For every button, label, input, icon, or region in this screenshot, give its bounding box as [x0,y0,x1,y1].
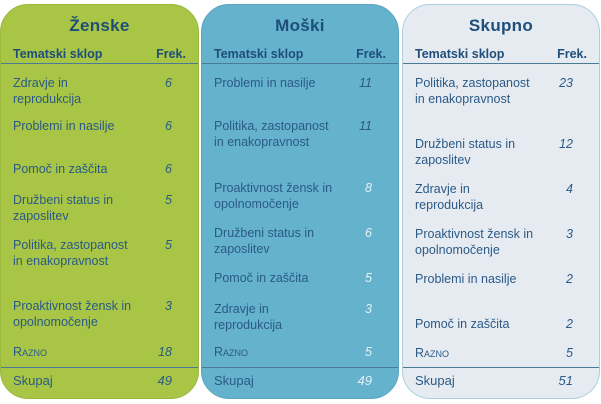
table-row: Pomoč in zaščita 5 [214,270,386,286]
table-row: Problemi in nasilje 11 [214,75,386,91]
table-row: Politika, zastopanost in enakopravnost 5 [13,237,186,269]
freq: 18 [158,345,172,359]
topic: Pomoč in zaščita [415,317,510,331]
topic: Proaktivnost žensk in opolnomočenje [415,227,534,257]
header-topic: Tematski sklop [13,47,103,61]
table-row: Razno 18 [13,344,186,360]
header-topic: Tematski sklop [214,47,304,61]
total-freq: 51 [558,373,573,388]
panel-skupno: Skupno Tematski sklop Frek. Politika, za… [402,4,600,399]
table-row: Politika, zastopanost in enakopravnost 11 [214,118,386,150]
topic: Razno [415,346,450,360]
freq: 6 [165,76,172,90]
header-divider [1,63,198,64]
table-row: Družbeni status in zaposlitev 12 [415,136,587,168]
total-freq: 49 [357,373,372,388]
freq: 5 [165,193,172,207]
table-row: Družbeni status in zaposlitev 6 [214,225,386,257]
total-label: Skupaj [214,373,254,388]
total-label: Skupaj [13,373,53,388]
table-row: Razno 5 [214,344,386,360]
topic: Pomoč in zaščita [214,271,309,285]
table-row: Razno 5 [415,345,587,361]
freq: 23 [559,76,573,90]
topic: Politika, zastopanost in enakopravnost [13,238,128,268]
freq: 5 [566,346,573,360]
topic: Družbeni status in zaposlitev [415,137,516,167]
table-row: Problemi in nasilje 6 [13,118,186,134]
topic: Politika, zastopanost in enakopravnost [415,76,530,106]
table-row: Politika, zastopanost in enakopravnost 23 [415,75,587,107]
table-row: Problemi in nasilje 2 [415,271,587,287]
freq: 8 [365,181,372,195]
topic: Zdravje in reprodukcija [214,302,283,332]
freq: 2 [566,272,573,286]
topic: Družbeni status in zaposlitev [214,226,315,256]
topic: Problemi in nasilje [415,272,517,286]
freq: 6 [365,226,372,240]
column-header: Tematski sklop Frek. [1,43,198,65]
total-divider [1,367,198,368]
topic: Proaktivnost žensk in opolnomočenje [214,181,333,211]
topic: Problemi in nasilje [214,76,316,90]
table-row: Zdravje in reprodukcija 4 [415,181,587,213]
column-header: Tematski sklop Frek. [202,43,398,65]
topic: Razno [214,345,249,359]
topic: Zdravje in reprodukcija [415,182,484,212]
panel-moski: Moški Tematski sklop Frek. Problemi in n… [201,4,399,399]
panel-title: Ženske [69,16,130,35]
freq: 3 [165,299,172,313]
total-row: Skupaj 49 [13,373,186,389]
topic: Razno [13,345,48,359]
header-freq: Frek. [356,47,386,61]
total-divider [403,367,599,368]
topic: Pomoč in zaščita [13,162,108,176]
freq: 6 [165,119,172,133]
table-row: Pomoč in zaščita 6 [13,161,186,177]
table-row: Pomoč in zaščita 2 [415,316,587,332]
freq: 11 [359,119,372,133]
topic: Problemi in nasilje [13,119,115,133]
total-freq: 49 [157,373,172,388]
total-divider [202,367,398,368]
table-row: Proaktivnost žensk in opolnomočenje 3 [13,298,186,330]
freq: 12 [559,137,573,151]
panel-title: Moški [275,16,325,35]
total-label: Skupaj [415,373,455,388]
freq: 5 [365,345,372,359]
freq: 3 [365,302,372,316]
freq: 11 [359,76,372,90]
topic: Zdravje in reprodukcija [13,76,82,106]
panel-title: Skupno [468,16,534,35]
freq: 2 [566,317,573,331]
table-row: Zdravje in reprodukcija 6 [13,75,186,107]
topic: Politika, zastopanost in enakopravnost [214,119,329,149]
freq: 5 [365,271,372,285]
topic: Proaktivnost žensk in opolnomočenje [13,299,132,329]
table-row: Zdravje in reprodukcija 3 [214,301,386,333]
header-divider [202,63,398,64]
header-freq: Frek. [156,47,186,61]
topic: Družbeni status in zaposlitev [13,193,114,223]
table-row: Proaktivnost žensk in opolnomočenje 8 [214,180,386,212]
freq: 5 [165,238,172,252]
freq: 6 [165,162,172,176]
column-header: Tematski sklop Frek. [403,43,599,65]
freq: 3 [566,227,573,241]
table-row: Družbeni status in zaposlitev 5 [13,192,186,224]
freq: 4 [566,182,573,196]
header-freq: Frek. [557,47,587,61]
table-row: Proaktivnost žensk in opolnomočenje 3 [415,226,587,258]
panel-zenske: Ženske Tematski sklop Frek. Zdravje in r… [0,4,199,399]
total-row: Skupaj 49 [214,373,386,389]
header-topic: Tematski sklop [415,47,505,61]
total-row: Skupaj 51 [415,373,587,389]
header-divider [403,63,599,64]
